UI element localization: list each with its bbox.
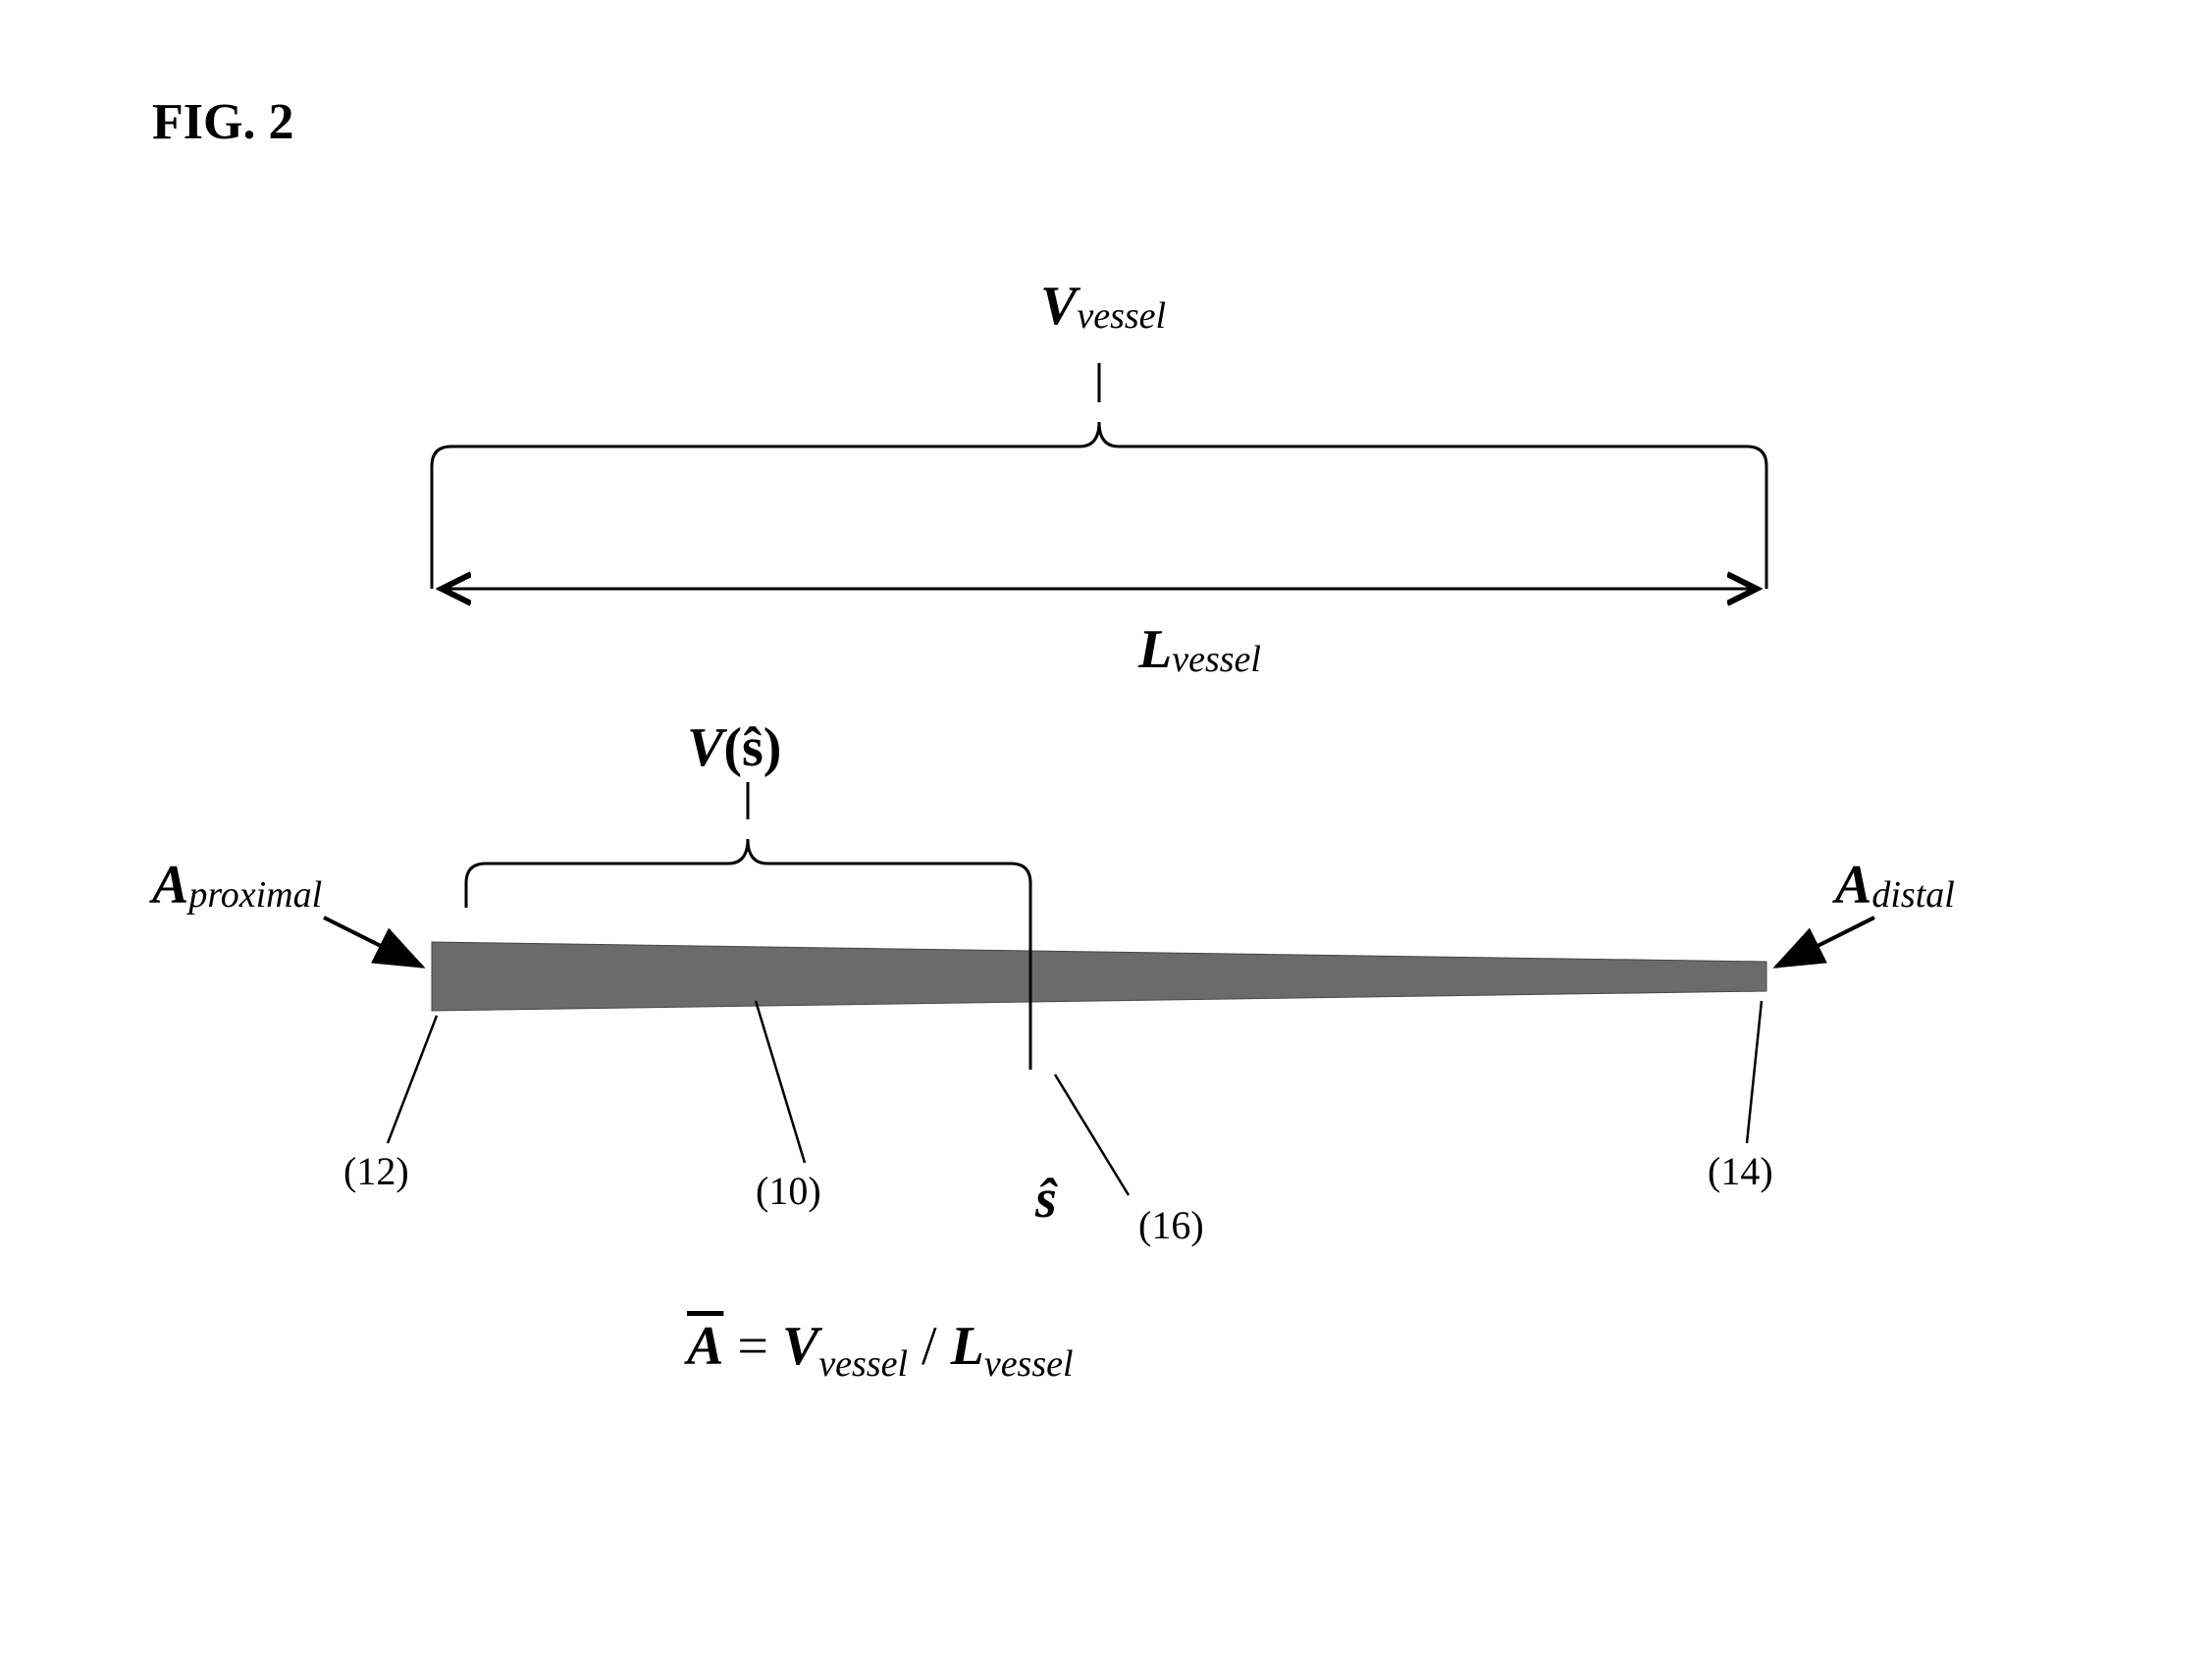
equation: A = Vvessel / Lvessel (687, 1315, 1074, 1386)
leader-10 (756, 1001, 805, 1163)
paren-12: (12) (343, 1148, 409, 1194)
label-v-shat: V(ŝ) (687, 716, 781, 779)
vessel-shape (432, 942, 1766, 1011)
vshat-bracket (466, 839, 1030, 908)
leader-12 (388, 1016, 437, 1143)
leader-16 (1055, 1074, 1129, 1195)
leader-14 (1747, 1001, 1762, 1143)
paren-14: (14) (1708, 1148, 1773, 1194)
vvessel-bracket (432, 422, 1766, 486)
label-a-distal: Adistal (1835, 854, 1955, 917)
paren-16: (16) (1138, 1202, 1204, 1248)
diagram-svg (0, 0, 2212, 1677)
paren-10: (10) (756, 1168, 821, 1214)
label-shat: ŝ (1035, 1168, 1057, 1231)
a-proximal-arrow (324, 917, 422, 967)
label-v-vessel: Vvessel (1040, 275, 1166, 338)
label-a-proximal: Aproximal (152, 854, 322, 917)
a-distal-arrow (1776, 917, 1874, 967)
label-l-vessel: Lvessel (1138, 618, 1261, 681)
